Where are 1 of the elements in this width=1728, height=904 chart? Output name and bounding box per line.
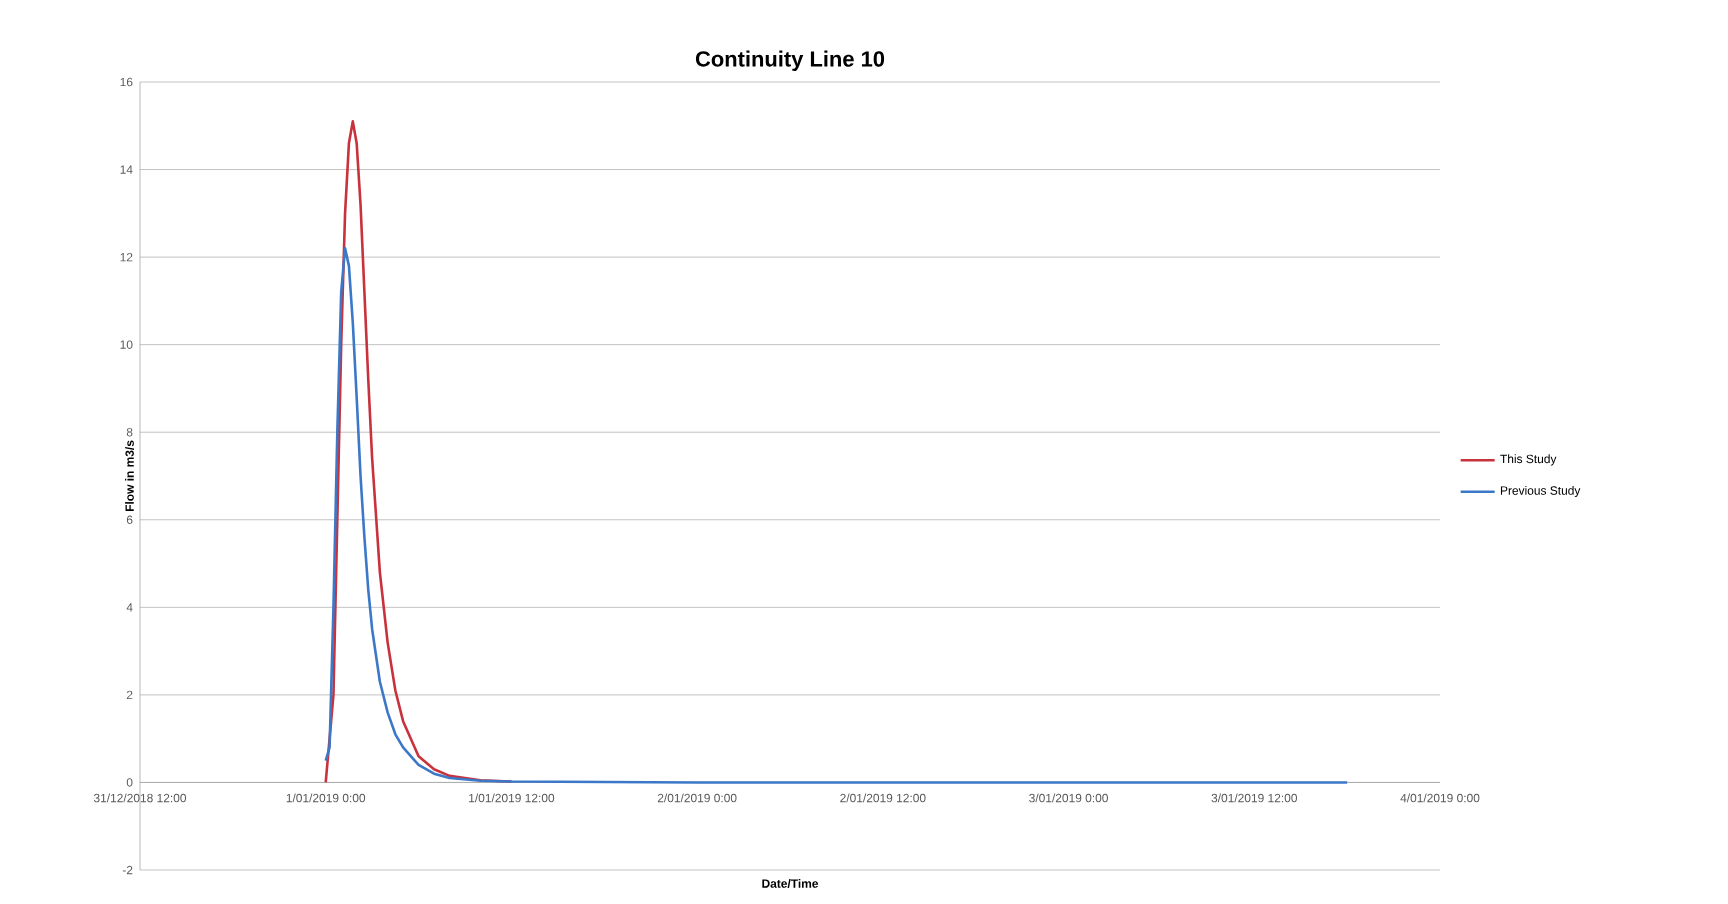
chart-title: Continuity Line 10 [695, 50, 885, 71]
